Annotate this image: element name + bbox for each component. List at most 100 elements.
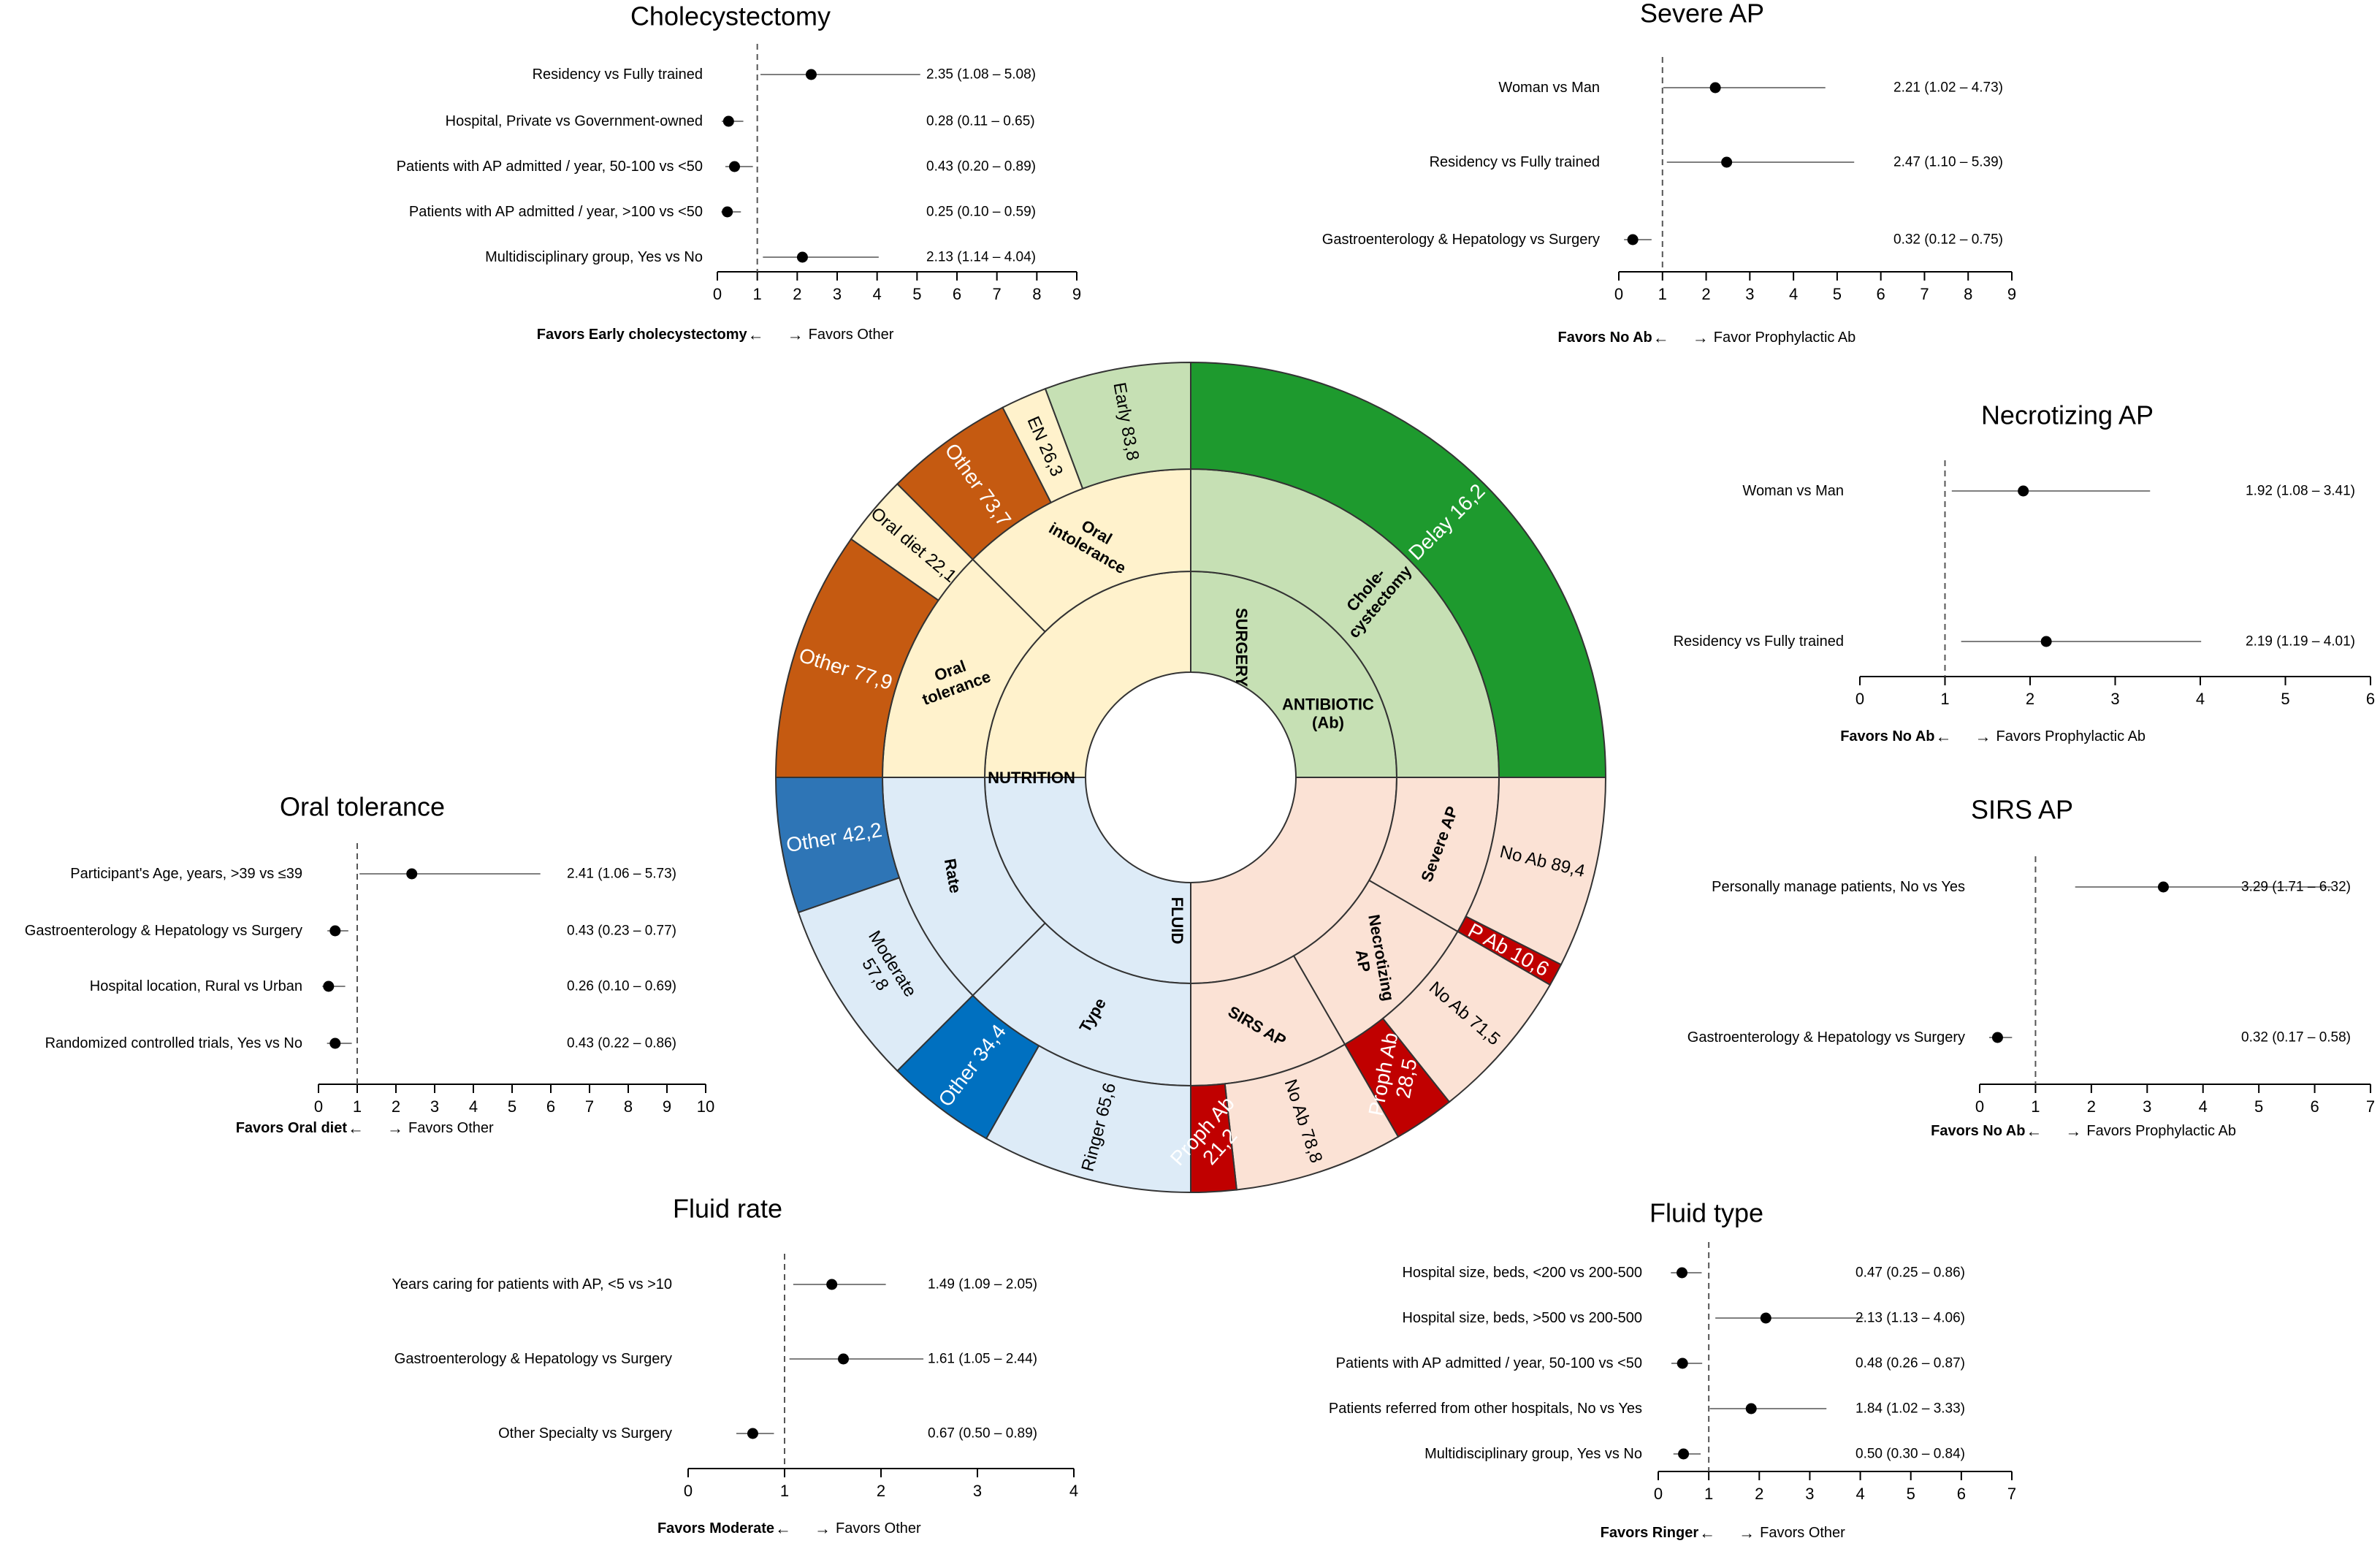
- row-label: Patients referred from other hospitals, …: [1329, 1401, 1642, 1417]
- odds-ratio-point: [2157, 881, 2169, 893]
- x-tick-label: 6: [546, 1097, 555, 1116]
- x-tick-label: 6: [2366, 690, 2375, 708]
- row-label: Multidisciplinary group, Yes vs No: [1424, 1446, 1642, 1462]
- x-tick-label: 6: [2310, 1097, 2319, 1116]
- x-tick-label: 4: [1069, 1482, 1078, 1500]
- x-tick-label: 4: [469, 1097, 478, 1116]
- x-tick-label: 8: [624, 1097, 633, 1116]
- row-label: Gastroenterology & Hepatology vs Surgery: [1687, 1029, 1965, 1046]
- x-tick-label: 6: [1957, 1485, 1966, 1503]
- forest-plot-cholecystectomy: Cholecystectomy 0 1 2 3 4 5 6 7 8 9 Residency vs Fu…: [397, 1, 1081, 344]
- or-value-label: 2.13 (1.13 – 4.06): [1855, 1311, 1965, 1326]
- odds-ratio-point: [1677, 1357, 1688, 1369]
- outer-sector: [1190, 361, 1607, 778]
- x-tick-label: 5: [508, 1097, 516, 1116]
- x-tick-label: 5: [1907, 1485, 1915, 1503]
- row-label: Woman vs Man: [1498, 80, 1600, 96]
- odds-ratio-point: [1721, 156, 1733, 168]
- forest-plot-severe-ap: Severe AP 0 1 2 3 4 5 6 7 8 9 Woman vs Man 2.21 (1.0…: [1322, 0, 2016, 347]
- row-label: Personally manage patients, No vs Yes: [1712, 879, 1965, 895]
- row-label: Patients with AP admitted / year, 50-100…: [397, 159, 703, 175]
- odds-ratio-point: [2018, 485, 2029, 497]
- row-label: Multidisciplinary group, Yes vs No: [485, 249, 703, 265]
- x-tick-label: 7: [1920, 285, 1929, 303]
- x-tick-label: 2: [392, 1097, 400, 1116]
- favors-right-label: Favors Other: [809, 327, 894, 343]
- favors-right-label: Favors Other: [408, 1120, 494, 1136]
- inner-label: NUTRITION: [988, 769, 1075, 787]
- x-tick-label: 7: [2007, 1485, 2016, 1503]
- forest-title: Oral tolerance: [280, 792, 445, 822]
- x-tick-label: 4: [1855, 1485, 1864, 1503]
- or-value-label: 0.50 (0.30 – 0.84): [1855, 1447, 1965, 1462]
- odds-ratio-point: [722, 115, 734, 127]
- row-label: Participant's Age, years, >39 vs ≤39: [70, 866, 302, 882]
- or-value-label: 1.92 (1.08 – 3.41): [2246, 484, 2355, 499]
- arrow-right-icon: →: [387, 1119, 403, 1138]
- x-tick-label: 2: [2026, 690, 2034, 708]
- x-tick-label: 4: [2199, 1097, 2208, 1116]
- favors-right-label: Favors Other: [836, 1520, 921, 1537]
- x-tick-label: 0: [1654, 1485, 1663, 1503]
- or-value-label: 0.32 (0.12 – 0.75): [1893, 232, 2003, 248]
- or-value-label: 0.43 (0.23 – 0.77): [567, 924, 676, 939]
- x-tick-label: 3: [833, 285, 842, 303]
- odds-ratio-point: [2040, 636, 2052, 647]
- or-value-label: 3.29 (1.71 – 6.32): [2241, 880, 2351, 895]
- favors-right-label: Favors Prophylactic Ab: [2086, 1123, 2236, 1139]
- or-value-label: 2.13 (1.14 – 4.04): [926, 250, 1036, 265]
- or-value-label: 2.35 (1.08 – 5.08): [926, 67, 1036, 83]
- row-label: Residency vs Fully trained: [533, 66, 703, 83]
- inner-label: FLUID: [1169, 897, 1187, 945]
- arrow-left-icon: ←: [1699, 1524, 1715, 1542]
- odds-ratio-point: [747, 1428, 758, 1439]
- favors-left-label: Favors Moderate: [657, 1520, 774, 1537]
- or-value-label: 2.19 (1.19 – 4.01): [2246, 634, 2355, 650]
- x-tick-label: 2: [877, 1482, 885, 1500]
- odds-ratio-point: [1709, 82, 1721, 94]
- x-tick-label: 3: [1805, 1485, 1814, 1503]
- row-label: Years caring for patients with AP, <5 vs…: [392, 1276, 672, 1292]
- odds-ratio-point: [406, 868, 418, 880]
- favors-left-label: Favors Early cholecystectomy: [537, 327, 748, 343]
- forest-plot-fluid-rate: Fluid rate 0 1 2 3 4 Years caring for patients…: [392, 1194, 1078, 1538]
- x-tick-label: 5: [912, 285, 921, 303]
- x-tick-label: 0: [1614, 285, 1623, 303]
- inner-label: ANTIBIOTIC (Ab): [1282, 695, 1374, 731]
- favors-left-label: Favors No Ab: [1840, 728, 1934, 745]
- row-label: Gastroenterology & Hepatology vs Surgery: [1322, 232, 1600, 248]
- x-tick-label: 2: [793, 285, 801, 303]
- arrow-right-icon: →: [815, 1520, 831, 1538]
- or-value-label: 1.49 (1.09 – 2.05): [928, 1277, 1037, 1292]
- odds-ratio-point: [323, 980, 335, 992]
- or-value-label: 0.67 (0.50 – 0.89): [928, 1426, 1037, 1442]
- x-tick-label: 1: [1940, 690, 1949, 708]
- x-tick-label: 5: [2281, 690, 2289, 708]
- x-tick-label: 8: [1964, 285, 1972, 303]
- or-value-label: 0.47 (0.25 – 0.86): [1855, 1265, 1965, 1281]
- x-tick-label: 1: [353, 1097, 362, 1116]
- x-tick-label: 9: [1072, 285, 1081, 303]
- x-tick-label: 4: [1789, 285, 1798, 303]
- x-tick-label: 10: [697, 1097, 714, 1116]
- arrow-left-icon: ←: [1653, 329, 1669, 347]
- row-label: Hospital size, beds, <200 vs 200-500: [1402, 1265, 1642, 1281]
- x-tick-label: 1: [753, 285, 762, 303]
- favors-right-label: Favors Prophylactic Ab: [1996, 728, 2146, 745]
- x-tick-label: 7: [993, 285, 1002, 303]
- row-label: Gastroenterology & Hepatology vs Surgery: [394, 1351, 672, 1367]
- odds-ratio-point: [1678, 1448, 1690, 1460]
- or-value-label: 0.32 (0.17 – 0.58): [2241, 1030, 2351, 1046]
- favors-left-label: Favors No Ab: [1557, 330, 1652, 346]
- forest-title: SIRS AP: [1971, 795, 2073, 825]
- row-label: Hospital, Private vs Government-owned: [446, 113, 703, 129]
- x-tick-label: 3: [973, 1482, 982, 1500]
- favors-left-label: Favors No Ab: [1931, 1123, 2025, 1139]
- row-label: Hospital size, beds, >500 vs 200-500: [1402, 1310, 1642, 1326]
- inner-label: SURGERY: [1233, 608, 1251, 687]
- or-value-label: 0.28 (0.11 – 0.65): [926, 114, 1035, 129]
- x-tick-label: 3: [430, 1097, 439, 1116]
- odds-ratio-point: [826, 1279, 838, 1290]
- arrow-right-icon: →: [1975, 728, 1991, 746]
- arrow-left-icon: ←: [775, 1520, 791, 1538]
